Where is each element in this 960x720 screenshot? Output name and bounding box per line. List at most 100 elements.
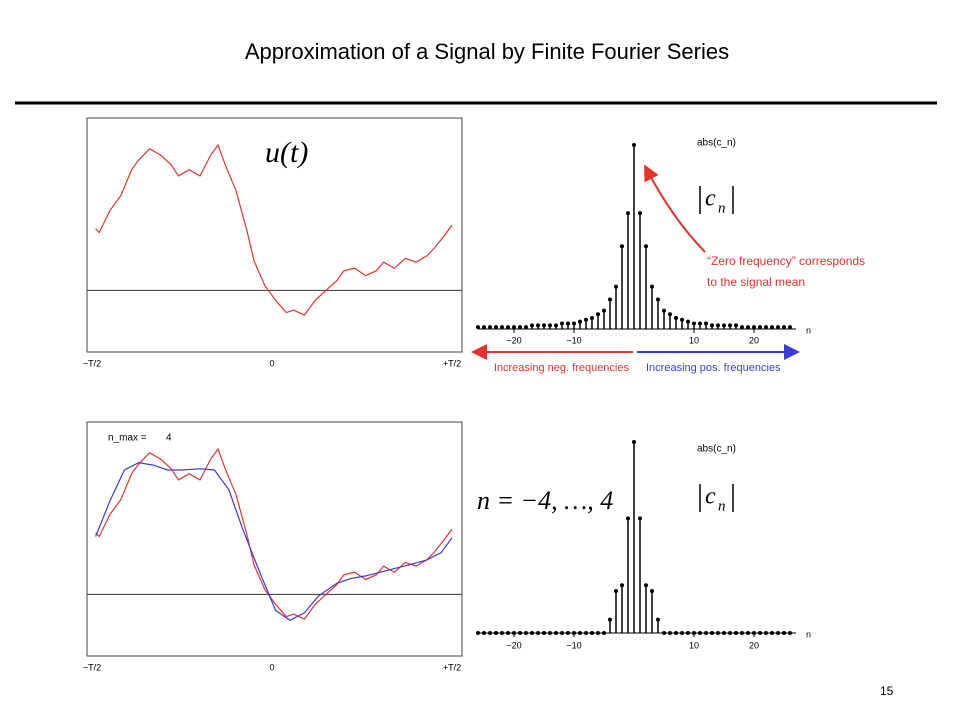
stem-dot bbox=[554, 323, 558, 328]
stem-dot bbox=[770, 325, 774, 330]
stem-dot bbox=[608, 297, 612, 302]
stem-dot bbox=[722, 323, 726, 328]
stem-dot bbox=[476, 325, 480, 330]
stem-dot bbox=[704, 631, 708, 635]
stem-dot bbox=[770, 631, 774, 635]
nmax-label: n_max = bbox=[108, 433, 147, 444]
coef-symbol: c n bbox=[699, 484, 734, 514]
stem-dot bbox=[482, 325, 486, 330]
stem-dot bbox=[482, 631, 486, 635]
stem-dot bbox=[710, 323, 714, 328]
stem-dot bbox=[620, 244, 624, 249]
stem-dot bbox=[566, 631, 570, 635]
stem-dot bbox=[560, 631, 564, 635]
nmax-value: 4 bbox=[166, 433, 172, 444]
stem-dot bbox=[692, 631, 696, 635]
stem-dot bbox=[590, 631, 594, 635]
stem-dot bbox=[572, 631, 576, 635]
stem-dot bbox=[668, 312, 672, 317]
stem-dot bbox=[698, 321, 702, 326]
stem-dot bbox=[578, 319, 582, 324]
stem-dot bbox=[764, 631, 768, 635]
symbol-base: c bbox=[705, 484, 716, 510]
stem-dot bbox=[674, 315, 678, 320]
stem-dot bbox=[500, 631, 504, 635]
stem-dot bbox=[500, 325, 504, 330]
stem-dot bbox=[644, 244, 648, 249]
stem-dot bbox=[494, 631, 498, 635]
x-tick-label: −T/2 bbox=[83, 662, 101, 672]
stem-dot bbox=[680, 631, 684, 635]
stem-dot bbox=[530, 631, 534, 635]
stem-dot bbox=[692, 321, 696, 326]
stem-dot bbox=[638, 516, 642, 521]
stem-dot bbox=[620, 583, 624, 588]
page-number: 15 bbox=[880, 684, 894, 698]
stem-dot bbox=[536, 323, 540, 328]
coef-symbol: c n bbox=[699, 186, 734, 216]
stem-dot bbox=[524, 631, 528, 635]
stem-dot bbox=[602, 631, 606, 635]
plot-frame bbox=[86, 421, 463, 657]
stem-dot bbox=[716, 631, 720, 635]
stem-dot bbox=[476, 631, 480, 635]
pos-label: Increasing pos. frequencies bbox=[646, 362, 781, 374]
x-tick-label: +T/2 bbox=[443, 662, 461, 672]
stem-dot bbox=[686, 319, 690, 324]
stem-dot bbox=[644, 583, 648, 588]
stem-dot bbox=[572, 321, 576, 326]
stem-dot bbox=[728, 631, 732, 635]
signal-line bbox=[95, 143, 453, 316]
signal-label: u(t) bbox=[265, 136, 308, 169]
range-text: n = −4, …, 4 bbox=[477, 486, 613, 515]
stem-dot bbox=[758, 325, 762, 330]
stem-dot bbox=[638, 211, 642, 216]
stem-dot bbox=[668, 631, 672, 635]
stem-dot bbox=[746, 631, 750, 635]
stem-dot bbox=[734, 323, 738, 328]
stem-dot bbox=[728, 323, 732, 328]
x-tick-label: 0 bbox=[269, 662, 274, 672]
stem-dot bbox=[560, 321, 564, 326]
stem-dot bbox=[626, 211, 630, 216]
stem-dot bbox=[602, 308, 606, 313]
symbol-sub: n bbox=[718, 498, 726, 514]
note-arrow bbox=[644, 164, 706, 253]
stem-dot bbox=[788, 325, 792, 330]
x-tick-label: −10 bbox=[566, 640, 581, 650]
stem-dot bbox=[704, 321, 708, 326]
note-line: to the signal mean bbox=[707, 275, 805, 289]
stem-dot bbox=[506, 631, 510, 635]
slide-title: Approximation of a Signal by Finite Four… bbox=[245, 39, 729, 64]
x-tick-label: 10 bbox=[689, 640, 699, 650]
stem-dot bbox=[548, 631, 552, 635]
stem-dot bbox=[722, 631, 726, 635]
stem-dot bbox=[584, 631, 588, 635]
x-tick-label: 20 bbox=[749, 335, 759, 345]
stem-dot bbox=[674, 631, 678, 635]
stem-dot bbox=[788, 631, 792, 635]
stem-dot bbox=[512, 325, 516, 330]
x-axis-label: n bbox=[806, 325, 811, 335]
stem-dot bbox=[686, 631, 690, 635]
x-tick-label: −20 bbox=[506, 640, 521, 650]
stem-dot bbox=[740, 325, 744, 330]
stem-dot bbox=[632, 143, 636, 147]
stem-dot bbox=[530, 323, 534, 328]
stem-dot bbox=[512, 631, 516, 635]
stem-dot bbox=[776, 325, 780, 330]
symbol-sub: n bbox=[718, 200, 726, 216]
stem-dot bbox=[584, 317, 588, 322]
stem-dot bbox=[752, 325, 756, 330]
note-line: “Zero frequency” corresponds bbox=[707, 254, 865, 268]
x-tick-label: −10 bbox=[566, 335, 581, 345]
stem-dot bbox=[662, 308, 666, 313]
stem-dot bbox=[626, 516, 630, 521]
stem-dot bbox=[548, 323, 552, 328]
stem-dot bbox=[494, 325, 498, 330]
neg-label: Increasing neg. frequencies bbox=[494, 362, 630, 374]
stem-dot bbox=[680, 317, 684, 322]
stem-dot bbox=[488, 631, 492, 635]
stem-dot bbox=[566, 321, 570, 326]
